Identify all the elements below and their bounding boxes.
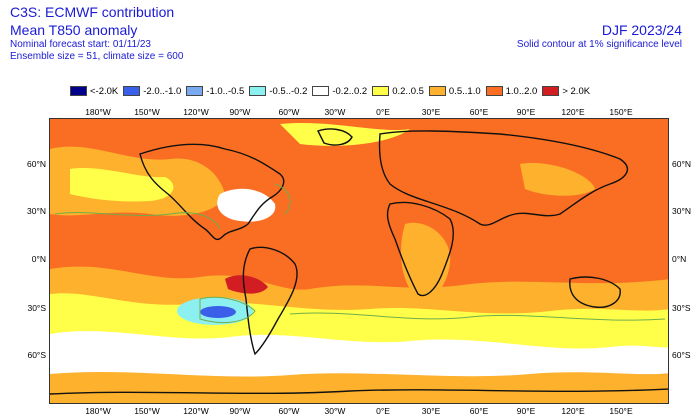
north-america-white [217,188,276,222]
white-band-south [50,331,668,379]
axis-tick-label: 30°E [421,406,441,416]
axis-tick-label: 120°E [561,406,585,416]
legend-swatch [372,86,390,96]
legend-swatch [249,86,267,96]
axis-tick-label: 0°E [376,107,390,117]
axis-tick-label: 150°W [134,107,160,117]
legend-swatch [428,86,446,96]
legend-swatch [123,86,141,96]
axis-tick-label: 120°W [183,107,209,117]
axis-tick-label: 150°E [609,107,633,117]
axis-tick-label: 90°E [516,107,536,117]
axis-tick-label: 60°E [469,406,489,416]
axis-tick-label: 30°N [672,206,691,216]
axis-tick-label: 180°W [85,406,111,416]
axis-tick-label: 30°S [672,303,691,313]
legend-label: <-2.0K [90,85,119,97]
axis-tick-label: 150°W [134,406,160,416]
legend-swatch [312,86,330,96]
product-title: C3S: ECMWF contribution [10,4,175,20]
season-label: DJF 2023/24 [601,22,682,38]
legend-swatch [186,86,204,96]
asia-yellow [520,163,595,196]
legend-item: 0.2..0.5 [372,86,424,97]
north-pacific-white [70,167,174,202]
legend-item: <-2.0K [70,86,118,97]
axis-tick-label: 60°S [672,350,691,360]
arctic-yellow [280,122,410,146]
legend-label: > 2.0K [562,85,591,97]
orange-band-antarctic [50,372,668,403]
legend-label: 1.0..2.0 [505,85,538,97]
south-pacific-blue [200,306,236,318]
axis-tick-label: 30°E [421,107,441,117]
axis-tick-label: 120°W [183,406,209,416]
axis-tick-label: 60°S [27,350,46,360]
legend-item: -0.5..-0.2 [249,86,307,97]
antarctica-outline [50,388,668,395]
legend-item: 1.0..2.0 [485,85,538,97]
season-block: DJF 2023/24 Solid contour at 1% signific… [517,21,682,51]
axis-tick-label: 90°E [516,406,536,416]
africa-yellow [400,222,451,300]
axis-tick-label: 60°W [278,406,300,416]
legend-label: 0.5..1.0 [448,85,481,97]
south-america-outline [242,246,298,356]
legend-swatch [542,86,560,96]
legend-swatch [70,86,87,96]
axis-tick-label: 0°E [376,406,390,416]
axis-tick-label: 60°E [469,107,489,117]
legend-label: 0.2..0.5 [392,85,424,97]
forecast-start: Nominal forecast start: 01/11/23 [10,39,151,50]
se-pacific-red [225,275,268,294]
africa-outline [386,201,454,297]
legend-label: -2.0..-1.0 [143,85,182,97]
australia-outline [569,276,621,308]
legend-label: -0.5..-0.2 [269,85,308,97]
legend-label: -0.2..0.2 [332,85,368,97]
axis-tick-label: 30°N [27,206,46,216]
variable-title: Mean T850 anomaly [10,22,138,38]
axis-tick-label: 90°W [229,406,251,416]
anomaly-map [50,119,668,403]
legend-item: 0.5..1.0 [428,85,481,97]
axis-tick-label: 180°W [85,107,111,117]
ensemble-size: Ensemble size = 51, climate size = 600 [10,51,184,62]
significance-note: Solid contour at 1% significance level [516,39,682,50]
axis-tick-label: 60°W [278,107,300,117]
north-america-outline [139,143,285,241]
legend-item: > 2.0K [542,86,590,97]
axis-tick-label: 60°N [27,159,46,169]
legend-item: -2.0..-1.0 [123,86,181,97]
axis-tick-label: 30°W [324,406,346,416]
axis-tick-label: 60°N [672,159,691,169]
axis-tick-label: 30°W [324,107,346,117]
axis-tick-label: 90°W [229,107,251,117]
legend-label: -1.0..-0.5 [206,85,245,97]
map-panel [49,118,669,404]
axis-tick-label: 0°N [31,254,46,264]
legend-item: -0.2..0.2 [312,86,367,97]
legend-swatch [485,86,503,96]
axis-tick-label: 30°S [27,303,46,313]
axis-tick-label: 150°E [609,406,633,416]
title-block: C3S: ECMWF contribution Mean T850 anomal… [10,3,183,63]
coastlines [50,128,668,395]
legend-item: -1.0..-0.5 [186,86,244,97]
eurasia-outline [378,130,629,226]
significance-contours [54,183,666,324]
axis-tick-label: 0°N [672,254,687,264]
axis-tick-label: 120°E [561,107,585,117]
greenland-outline [317,128,353,146]
legend: <-2.0K -2.0..-1.0 -1.0..-0.5 -0.5..-0.2 -0.2… [70,84,595,98]
